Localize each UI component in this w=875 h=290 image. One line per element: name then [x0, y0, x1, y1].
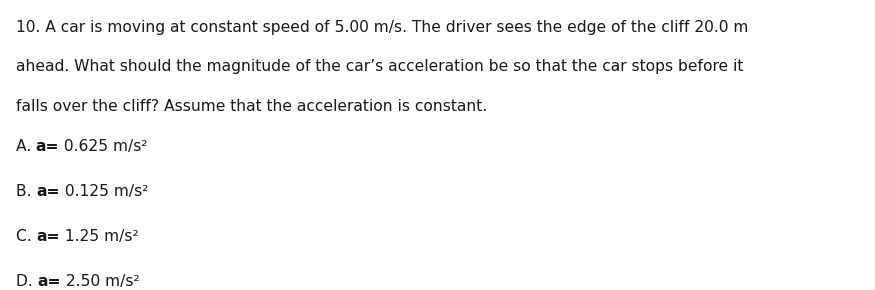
- Text: A.: A.: [16, 139, 36, 154]
- Text: a=: a=: [36, 184, 60, 199]
- Text: B.: B.: [16, 184, 36, 199]
- Text: 1.25 m/s²: 1.25 m/s²: [60, 229, 138, 244]
- Text: 10. A car is moving at constant speed of 5.00 m/s. The driver sees the edge of t: 10. A car is moving at constant speed of…: [16, 20, 748, 35]
- Text: C.: C.: [16, 229, 37, 244]
- Text: 0.625 m/s²: 0.625 m/s²: [60, 139, 148, 154]
- Text: a=: a=: [37, 229, 60, 244]
- Text: a=: a=: [38, 274, 61, 289]
- Text: ahead. What should the magnitude of the car’s acceleration be so that the car st: ahead. What should the magnitude of the …: [16, 59, 743, 75]
- Text: falls over the cliff? Assume that the acceleration is constant.: falls over the cliff? Assume that the ac…: [16, 99, 487, 114]
- Text: D.: D.: [16, 274, 38, 289]
- Text: 2.50 m/s²: 2.50 m/s²: [61, 274, 139, 289]
- Text: 0.125 m/s²: 0.125 m/s²: [60, 184, 148, 199]
- Text: a=: a=: [36, 139, 60, 154]
